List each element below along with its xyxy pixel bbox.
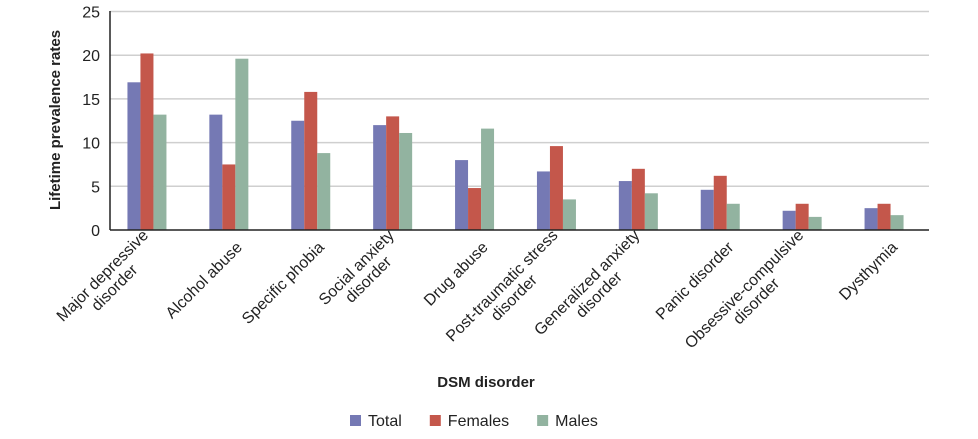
bar-total <box>127 82 141 230</box>
y-tick-labels: 0 5 10 15 20 25 <box>82 5 100 241</box>
bar-females <box>304 91 318 231</box>
x-tick-label-line: Dysthymia <box>836 239 901 304</box>
legend-swatch <box>350 415 361 426</box>
legend-swatch <box>537 415 549 426</box>
bar-females <box>140 53 154 231</box>
bar-males <box>890 215 904 230</box>
legend-item-males: Males <box>537 413 598 430</box>
bar-males <box>235 58 249 230</box>
y-tick-label: 0 <box>91 223 100 240</box>
bar-females <box>795 203 809 230</box>
x-tick-label: Specific phobia <box>239 239 328 328</box>
y-tick-label: 25 <box>82 5 100 22</box>
bar-total <box>536 171 550 230</box>
bar-males <box>562 199 576 230</box>
gridlines <box>110 10 929 188</box>
bar-total <box>291 120 305 230</box>
bar-females <box>549 146 563 230</box>
bar-males <box>317 153 331 230</box>
bar-total <box>618 181 632 230</box>
bar-total <box>864 208 878 230</box>
legend-swatch <box>429 415 441 426</box>
bar-females <box>468 188 482 230</box>
bar-males <box>808 216 822 230</box>
bar-total <box>700 189 714 230</box>
bar-total <box>209 114 223 230</box>
bar-total <box>455 160 469 230</box>
bar-males <box>644 193 658 230</box>
x-tick-label: Dysthymia <box>836 239 901 304</box>
legend-label: Males <box>555 413 598 430</box>
x-axis-title: DSM disorder <box>437 374 535 391</box>
bar-females <box>631 168 645 230</box>
x-tick-label-line: Obsessive-compulsive <box>682 227 807 352</box>
legend-label: Total <box>368 413 402 430</box>
bar-males <box>399 132 413 230</box>
y-axis-title: Lifetime prevalence rates <box>47 30 64 210</box>
bar-females <box>713 175 727 230</box>
legend: Total Females Males <box>350 413 598 430</box>
bar-total <box>373 125 387 230</box>
bar-females <box>877 203 891 230</box>
x-tick-label: Alcohol abuse <box>163 239 246 322</box>
legend-label: Females <box>448 413 509 430</box>
bar-females <box>386 116 400 230</box>
y-tick-label: 20 <box>82 48 100 65</box>
y-tick-label: 5 <box>91 179 100 196</box>
x-tick-label-line: Alcohol abuse <box>163 239 246 322</box>
y-tick-label: 15 <box>82 92 100 109</box>
bar-females <box>222 164 236 230</box>
bars <box>127 53 904 231</box>
legend-item-total: Total <box>350 413 402 430</box>
y-tick-label: 10 <box>82 136 100 153</box>
bar-males <box>481 128 495 230</box>
bar-males <box>726 203 740 230</box>
legend-item-females: Females <box>429 413 509 430</box>
x-tick-label-line: Specific phobia <box>239 239 328 328</box>
bar-males <box>153 114 167 230</box>
bar-total <box>782 210 796 230</box>
